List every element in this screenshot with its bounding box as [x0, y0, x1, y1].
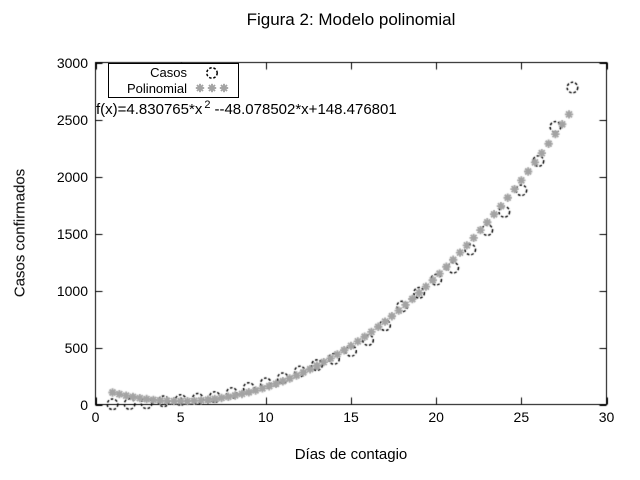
y-tick-label: 0 — [80, 396, 88, 413]
legend: Casos Polinomial — [108, 63, 239, 98]
y-tick-label: 1500 — [56, 225, 88, 242]
y-tick-label: 3000 — [56, 54, 88, 71]
x-tick-label: 10 — [258, 409, 274, 425]
formula-prefix: f(x)=4.830765*x — [96, 101, 203, 118]
formula-superscript: 2 — [204, 99, 211, 111]
fit-formula-label: f(x)=4.830765*x 2 --48.078502*x+148.476801 — [96, 99, 397, 118]
legend-label-casos: Casos — [150, 65, 187, 81]
y-tick-label: 2500 — [56, 111, 88, 128]
x-tick-label: 15 — [343, 409, 359, 425]
y-tick-label: 500 — [64, 339, 88, 356]
figure-title: Figura 2: Modelo polinomial — [246, 10, 456, 29]
y-tick-label: 2000 — [56, 168, 88, 185]
x-tick-label: 5 — [176, 409, 185, 425]
x-tick-label: 0 — [91, 409, 100, 425]
open-circle-marker-icon — [195, 66, 229, 80]
formula-suffix: --48.078502*x+148.476801 — [214, 101, 397, 118]
legend-label-polinomial: Polinomial — [127, 80, 187, 96]
y-tick-label: 1000 — [56, 282, 88, 299]
x-tick-label: 25 — [513, 409, 530, 425]
y-axis-label: Casos confirmados — [11, 168, 29, 298]
x-tick-label: 30 — [598, 409, 615, 425]
asterisk-markers-icon — [195, 83, 229, 93]
x-axis-label: Días de contagio — [294, 446, 408, 463]
legend-item-casos: Casos — [111, 65, 229, 80]
x-tick-label: 20 — [428, 409, 444, 425]
legend-item-polinomial: Polinomial — [111, 81, 229, 96]
